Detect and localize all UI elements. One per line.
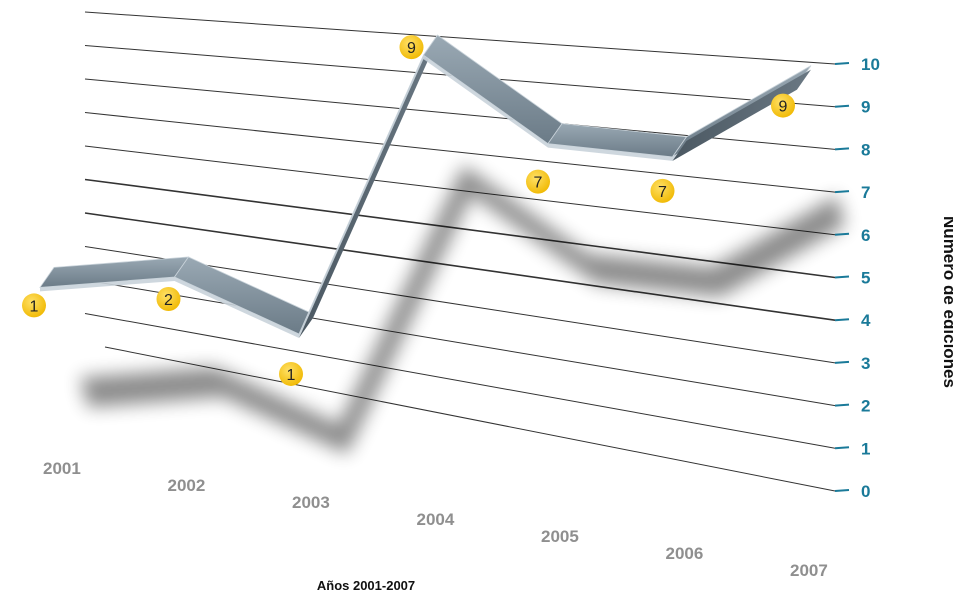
y-tick-label: 3 [861, 354, 870, 373]
y-tick-mark [834, 489, 850, 492]
data-label-marker [771, 93, 795, 118]
data-label-marker [650, 178, 675, 203]
ribbon-segment-edge [548, 143, 673, 161]
y-tick-label: 7 [861, 183, 870, 202]
data-label: 1 [30, 298, 39, 315]
y-tick-mark [834, 62, 850, 65]
y-tick-mark [834, 360, 850, 364]
data-label: 9 [407, 40, 416, 57]
y-tick-label: 9 [861, 98, 870, 117]
gridline [84, 279, 836, 407]
data-label: 7 [658, 184, 667, 201]
data-label-marker [156, 286, 181, 311]
gridline [84, 178, 836, 279]
shadow [80, 165, 845, 454]
ribbon-segment-top [173, 256, 314, 335]
x-tick-label: 2003 [292, 493, 330, 512]
gridline [84, 313, 836, 449]
x-tick-label: 2006 [666, 544, 704, 563]
data-label: 9 [779, 99, 788, 116]
ribbon-segment-edge [299, 55, 424, 338]
y-tick-label: 6 [861, 226, 870, 245]
y-tick-mark [834, 275, 850, 279]
data-labels: 1 2 1 9 7 7 9 [22, 35, 795, 386]
y-tick-label: 8 [861, 140, 870, 159]
data-label: 2 [164, 292, 173, 309]
ribbon-shadow [80, 165, 845, 454]
y-tick-label: 2 [861, 397, 870, 416]
x-tick-label: 2007 [790, 561, 828, 580]
y-tick-mark [834, 147, 850, 151]
y-tick-label: 1 [861, 439, 870, 458]
y-tick-mark [834, 318, 850, 322]
y-tick-mark [834, 104, 850, 108]
y-tick-mark [834, 403, 850, 407]
x-tick-label: 2001 [43, 459, 81, 478]
y-tick-mark [834, 190, 850, 194]
gridline [104, 346, 836, 492]
gridlines [84, 11, 836, 492]
data-label-marker [399, 35, 424, 60]
y-tick-label: 4 [861, 311, 871, 330]
data-line-ribbon [39, 34, 812, 338]
ribbon-segment-face [299, 39, 438, 338]
gridline [84, 11, 836, 65]
x-axis-title: Años 2001-2007 [317, 578, 415, 593]
x-tick-label: 2005 [541, 527, 579, 546]
x-tick-label: 2002 [168, 476, 206, 495]
y-tick-mark [834, 446, 850, 450]
x-axis-tick-labels: 2001 2002 2003 2004 2005 2006 2007 [43, 459, 828, 580]
ribbon-segment-face [672, 69, 811, 161]
data-label-marker [279, 361, 303, 386]
y-tick-label: 5 [861, 269, 870, 288]
gridline [84, 78, 836, 150]
y-tick-label: 0 [861, 482, 870, 501]
data-label-marker [526, 169, 550, 194]
y-axis-title: Número de ediciones [940, 216, 953, 388]
data-label: 7 [534, 175, 543, 192]
ribbon-segment-edge [423, 55, 548, 148]
x-tick-label: 2004 [417, 510, 455, 529]
data-label-marker [22, 293, 46, 318]
ribbon-segment-top [422, 34, 563, 145]
y-tick-label: 10 [861, 55, 880, 74]
ribbon-segment-edge [40, 276, 175, 292]
y-tick-mark [834, 232, 850, 236]
data-label: 1 [287, 367, 296, 384]
gridline [84, 212, 836, 321]
y-axis-tick-labels: 0 1 2 3 4 5 6 7 8 9 10 [834, 55, 880, 501]
gridline [84, 246, 836, 364]
ribbon-segment-edge [174, 276, 299, 338]
gridline [84, 112, 836, 193]
